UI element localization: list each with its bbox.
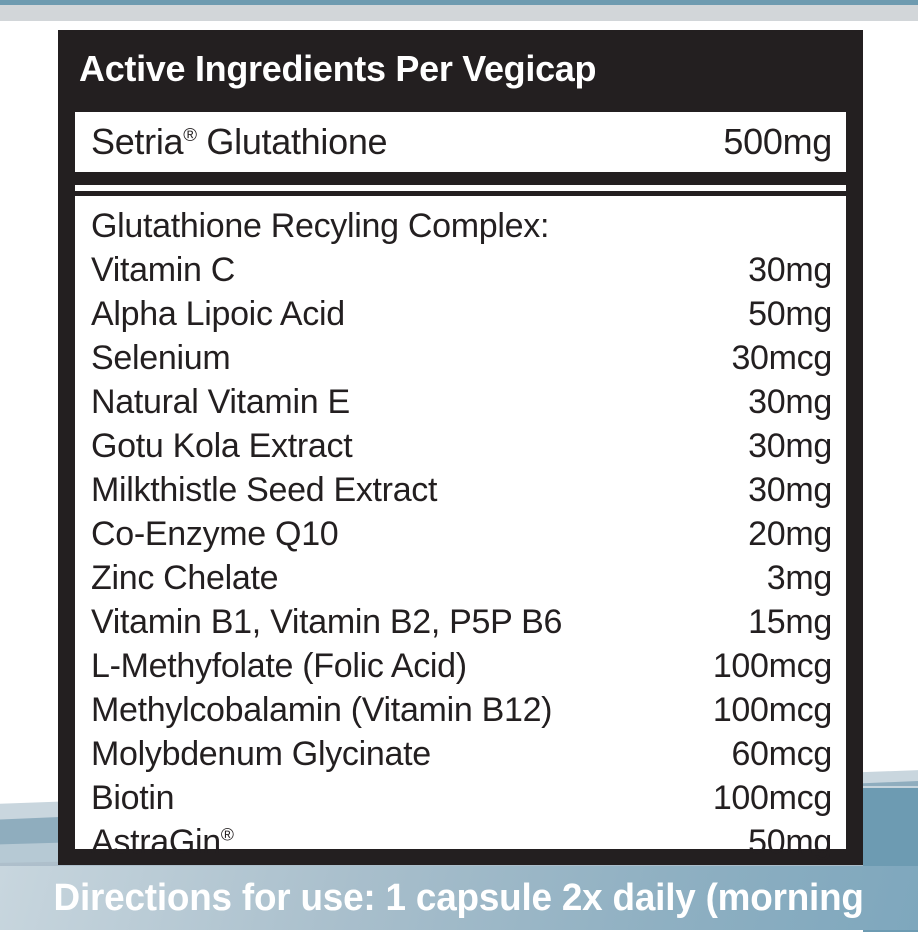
ingredient-name: Co-Enzyme Q10 [91,515,339,553]
ingredient-name: Vitamin C [91,251,236,289]
ingredient-row: Alpha Lipoic Acid 50mg [91,292,832,336]
directions-banner: Directions for use: 1 capsule 2x daily (… [0,866,918,930]
ingredient-list: Glutathione Recyling Complex: Vitamin C … [75,196,846,861]
ingredient-amount: 30mg [748,427,832,465]
primary-ingredient-brand: Setria [91,121,184,162]
ingredient-row: Zinc Chelate 3mg [91,556,832,600]
ingredient-row: Selenium 30mcg [91,336,832,380]
ingredient-amount: 100mcg [712,647,832,685]
primary-ingredient-name: Setria® Glutathione [91,121,388,163]
ingredient-amount: 30mg [748,383,832,421]
ingredient-row: AstraGin® 50mg [91,820,832,864]
ingredient-row: Methylcobalamin (Vitamin B12) 100mcg [91,688,832,732]
top-gray-band [0,5,918,22]
ingredient-row: Molybdenum Glycinate 60mcg [91,732,832,776]
ingredient-row: Natural Vitamin E 30mg [91,380,832,424]
ingredient-amount: 30mg [748,471,832,509]
ingredient-name: Vitamin B1, Vitamin B2, P5P B6 [91,603,563,641]
ingredient-row: Vitamin B1, Vitamin B2, P5P B6 15mg [91,600,832,644]
ingredient-row: L-Methyfolate (Folic Acid) 100mcg [91,644,832,688]
ingredient-amount: 30mg [748,251,832,289]
ingredient-name: Methylcobalamin (Vitamin B12) [91,691,553,729]
directions-text: Directions for use: 1 capsule 2x daily (… [53,876,865,919]
ingredient-row: Biotin 100mcg [91,776,832,820]
top-accent-strip [0,0,918,5]
complex-heading: Glutathione Recyling Complex: [91,207,550,245]
ingredient-name: Natural Vitamin E [91,383,350,421]
ingredient-name: Alpha Lipoic Acid [91,295,345,333]
ingredient-amount: 100mcg [712,691,832,729]
primary-ingredient-suffix: Glutathione [196,121,388,162]
ingredient-name: Biotin [91,779,175,817]
ingredient-amount: 50mg [748,295,832,333]
ingredient-name: Milkthistle Seed Extract [91,471,438,509]
ingredient-amount: 30mcg [731,339,832,377]
section-divider [75,180,846,196]
supplement-facts-panel: Active Ingredients Per Vegicap Setria® G… [58,30,863,865]
ingredient-amount: 3mg [766,559,833,597]
ingredient-amount: 15mg [748,603,832,641]
ingredient-row: Vitamin C 30mg [91,248,832,292]
ingredient-name: Gotu Kola Extract [91,427,353,465]
ingredient-amount: 20mg [748,515,832,553]
ingredient-name: AstraGin® [91,820,234,864]
ingredient-name: Zinc Chelate [91,559,279,597]
ingredient-brand: AstraGin [91,823,221,861]
primary-ingredient-row: Setria® Glutathione 500mg [75,112,846,172]
page-title: Active Ingredients Per Vegicap [79,48,597,89]
ingredient-amount: 60mcg [731,735,832,773]
ingredient-name: Molybdenum Glycinate [91,735,431,773]
primary-ingredient-amount: 500mg [723,121,832,162]
ingredient-amount: 100mcg [712,779,832,817]
ingredient-amount: 50mg [748,823,832,861]
ingredient-name: L-Methyfolate (Folic Acid) [91,647,467,685]
ingredient-name: Selenium [91,339,231,377]
ingredient-row: Gotu Kola Extract 30mg [91,424,832,468]
ingredient-row: Co-Enzyme Q10 20mg [91,512,832,556]
registered-trademark-icon: ® [183,124,197,145]
registered-trademark-icon: ® [220,824,234,845]
ingredient-row: Milkthistle Seed Extract 30mg [91,468,832,512]
